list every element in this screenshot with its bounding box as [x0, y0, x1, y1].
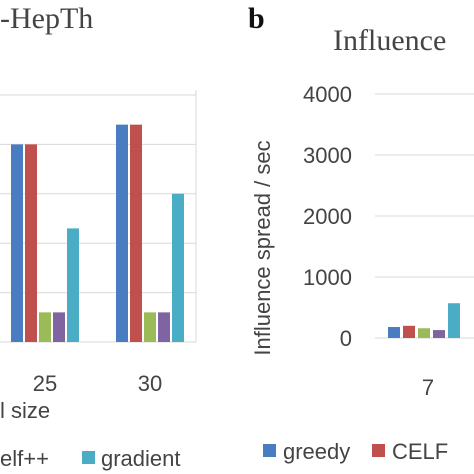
y-tick-label: 4000	[303, 82, 352, 107]
y-tick-label: 3000	[303, 143, 352, 168]
bar	[25, 144, 37, 342]
x-tick-label: 7	[422, 375, 434, 400]
bar	[67, 228, 79, 342]
left-bars	[11, 124, 184, 342]
y-tick-label: 2000	[303, 204, 352, 229]
legend-swatch-celf	[372, 444, 385, 457]
bar	[53, 312, 65, 342]
right-bars	[388, 303, 460, 338]
left-x-tick-labels: 25 30	[33, 371, 162, 396]
x-tick-label: 30	[138, 371, 162, 396]
bar	[39, 312, 51, 342]
legend-label-gradient: gradient	[101, 446, 181, 471]
legend-label-celf: CELF	[392, 439, 448, 464]
legend-swatch-greedy	[263, 444, 276, 457]
left-chart-title: -HepTh	[0, 2, 93, 35]
bar	[388, 327, 400, 338]
y-tick-label: 1000	[303, 265, 352, 290]
left-chart-panel: -HepTh 25 30 l size elf++ gradient	[0, 2, 197, 471]
legend-label-greedy: greedy	[283, 439, 350, 464]
right-chart-title: Influence	[333, 24, 446, 57]
bar	[172, 193, 184, 342]
right-legend: greedy CELF	[263, 439, 448, 464]
panel-b-label: b	[248, 2, 265, 35]
right-gridlines	[375, 93, 474, 339]
legend-label-celfpp: elf++	[0, 446, 49, 471]
bar	[130, 124, 142, 342]
bar	[433, 330, 445, 338]
bar	[11, 144, 23, 342]
bar	[116, 124, 128, 342]
left-legend: elf++ gradient	[0, 446, 181, 471]
bar	[418, 328, 430, 338]
right-y-axis-label: Influence spread / sec	[250, 140, 275, 355]
bar	[158, 312, 170, 342]
x-tick-label: 25	[33, 371, 57, 396]
bar	[403, 325, 415, 338]
right-y-tick-labels: 0 1000 2000 3000 4000	[303, 82, 352, 351]
right-x-tick-labels: 7	[422, 375, 434, 400]
y-tick-label: 0	[340, 326, 352, 351]
right-chart-panel: b Influence Influence spread / sec 0 1000…	[248, 2, 474, 464]
bar	[144, 312, 156, 342]
left-x-axis-label: l size	[0, 398, 50, 423]
bar	[448, 303, 460, 338]
legend-swatch-gradient	[82, 451, 95, 464]
